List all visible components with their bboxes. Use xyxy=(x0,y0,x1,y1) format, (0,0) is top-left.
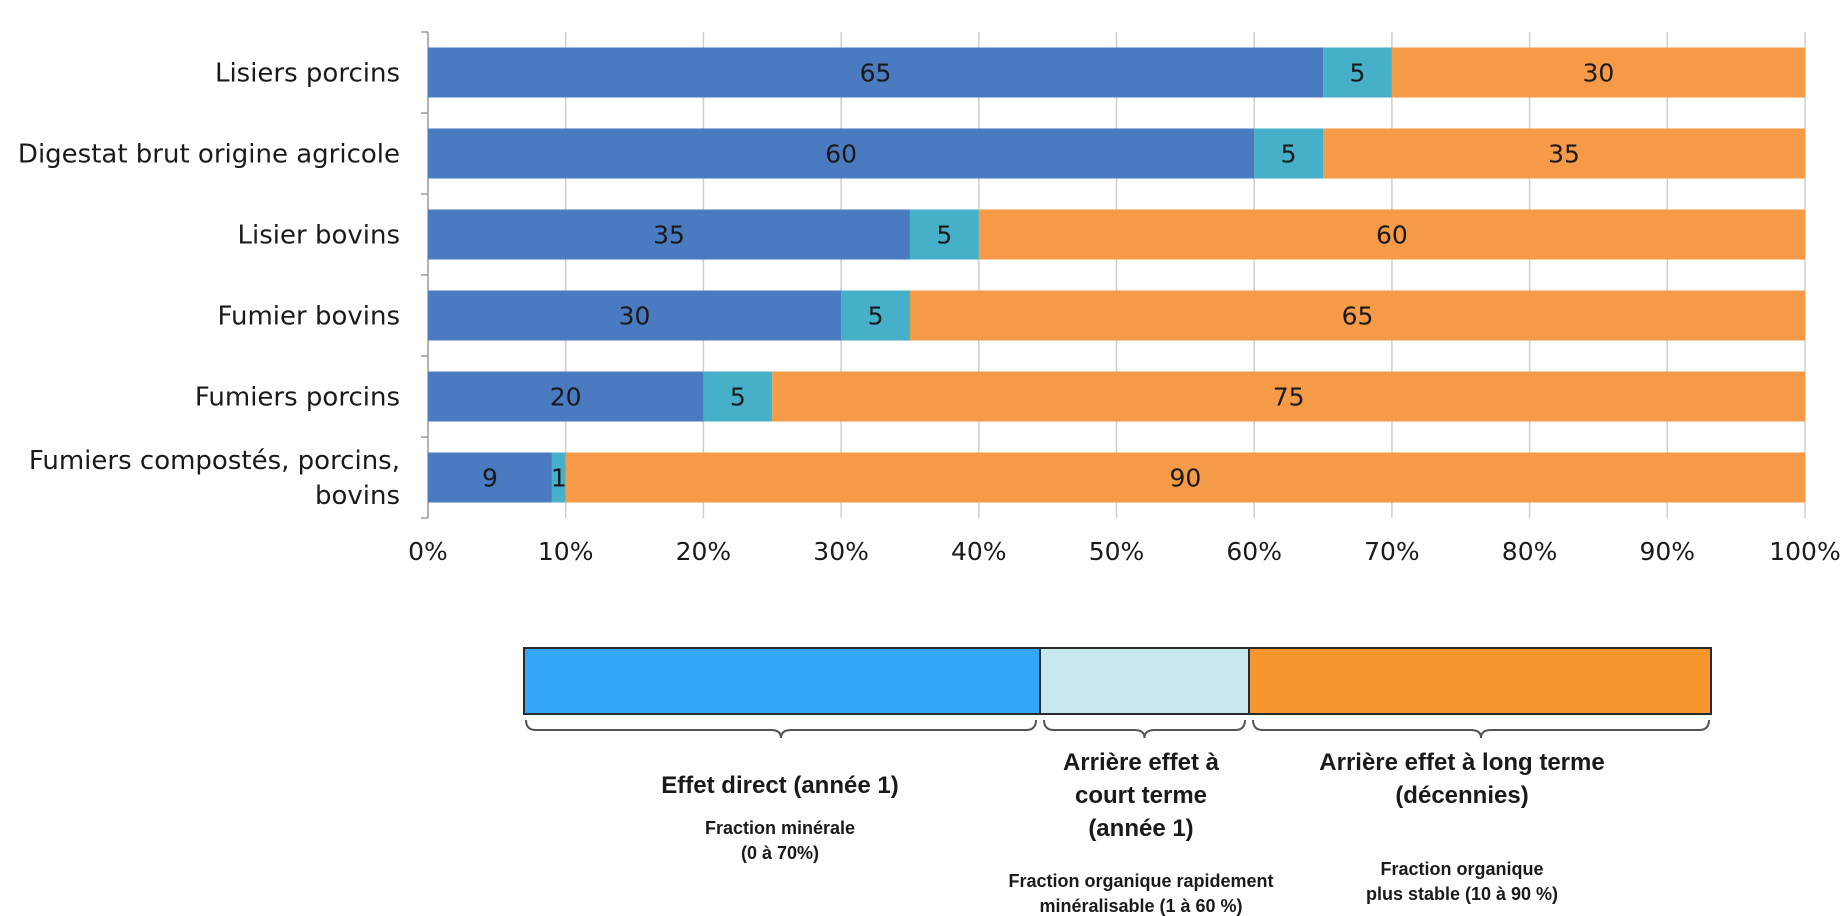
data-label: 5 xyxy=(1281,140,1297,169)
data-label: 20 xyxy=(550,383,582,412)
legend-caption-subtitle: Fraction organique xyxy=(1380,859,1543,879)
category-label: Lisiers porcins xyxy=(215,59,400,89)
data-label: 90 xyxy=(1169,464,1201,493)
x-tick-label: 90% xyxy=(1640,537,1696,566)
x-tick-label: 10% xyxy=(538,537,594,566)
bar-segment xyxy=(978,209,1805,260)
data-label: 75 xyxy=(1273,383,1305,412)
x-tick-label: 80% xyxy=(1502,537,1558,566)
bar-segment xyxy=(1254,128,1324,179)
x-tick-label: 30% xyxy=(813,537,869,566)
bar-segment xyxy=(909,290,1805,341)
bar-segment xyxy=(428,290,842,341)
category-label: Digestat brut origine agricole xyxy=(18,140,400,170)
bar-segment xyxy=(703,371,773,422)
category-labels: Lisiers porcins Digestat brut origine agr… xyxy=(18,59,400,512)
grid-lines xyxy=(564,32,1806,518)
bar-segment xyxy=(841,290,910,341)
category-label: Fumier bovins xyxy=(217,302,400,332)
data-label: 5 xyxy=(730,383,746,412)
legend-segment xyxy=(1248,647,1712,715)
bar-segment xyxy=(1323,128,1805,179)
legend-caption-subtitle: plus stable (10 à 90 %) xyxy=(1366,884,1558,904)
x-tick-label: 50% xyxy=(1089,537,1145,566)
x-tick-label: 40% xyxy=(951,537,1007,566)
data-label: 5 xyxy=(1350,59,1366,88)
legend-brace xyxy=(1043,719,1246,739)
category-label: bovins xyxy=(315,481,400,511)
bars xyxy=(428,47,1806,503)
data-label: 5 xyxy=(868,302,884,331)
data-labels: 65 5 30 60 5 35 35 5 60 30 5 65 20 5 75 9 1 90 xyxy=(482,59,1614,493)
data-label: 35 xyxy=(1548,140,1580,169)
legend-caption-title: Arrière effet à xyxy=(1063,749,1220,776)
legend-caption-title: (décennies) xyxy=(1395,782,1528,809)
bar-segment xyxy=(909,209,979,260)
x-tick-label: 20% xyxy=(676,537,732,566)
data-label: 30 xyxy=(619,302,651,331)
bar-segment xyxy=(772,371,1805,422)
bar-segment xyxy=(428,47,1324,98)
legend-caption-title: court terme xyxy=(1075,782,1207,809)
legend-caption-title: Effet direct (année 1) xyxy=(661,772,898,799)
axes xyxy=(421,31,429,519)
x-tick-label: 60% xyxy=(1226,537,1282,566)
legend-diagram: Effet direct (année 1) Fraction minérale (… xyxy=(523,647,1712,916)
x-tick-labels: 0% 10% 20% 30% 40% 50% 60% 70% 80% 90% 100% xyxy=(408,537,1841,566)
legend-caption-subtitle: Fraction minérale xyxy=(705,818,855,838)
legend-caption-title: (année 1) xyxy=(1088,815,1193,842)
legend-brace xyxy=(525,719,1037,739)
data-label: 60 xyxy=(1376,221,1408,250)
data-label: 60 xyxy=(825,140,857,169)
legend-segment xyxy=(523,647,1041,715)
category-label: Fumiers porcins xyxy=(195,383,400,413)
data-label: 35 xyxy=(653,221,685,250)
legend-caption-subtitle: (0 à 70%) xyxy=(741,843,819,863)
bar-segment xyxy=(428,371,704,422)
data-label: 1 xyxy=(551,464,567,493)
bar-segment xyxy=(428,128,1255,179)
legend-segment xyxy=(1039,647,1250,715)
data-label: 30 xyxy=(1583,59,1615,88)
data-label: 65 xyxy=(860,59,892,88)
legend-caption-title: Arrière effet à long terme xyxy=(1319,749,1604,776)
data-label: 5 xyxy=(936,221,952,250)
legend-caption-subtitle: minéralisable (1 à 60 %) xyxy=(1039,896,1242,916)
bar-segment xyxy=(428,452,552,503)
bar-segment xyxy=(1391,47,1805,98)
category-label: Lisier bovins xyxy=(238,221,400,251)
x-tick-label: 100% xyxy=(1769,537,1840,566)
legend-caption-subtitle: Fraction organique rapidement xyxy=(1008,871,1273,891)
bar-segment xyxy=(428,209,910,260)
bar-segment xyxy=(551,452,566,503)
bar-segment xyxy=(565,452,1806,503)
bar-segment xyxy=(1323,47,1392,98)
x-tick-label: 70% xyxy=(1364,537,1420,566)
x-tick-label: 0% xyxy=(408,537,448,566)
data-label: 65 xyxy=(1342,302,1374,331)
data-label: 9 xyxy=(482,464,498,493)
legend-brace xyxy=(1252,719,1710,739)
category-label: Fumiers compostés, porcins, xyxy=(29,446,400,476)
